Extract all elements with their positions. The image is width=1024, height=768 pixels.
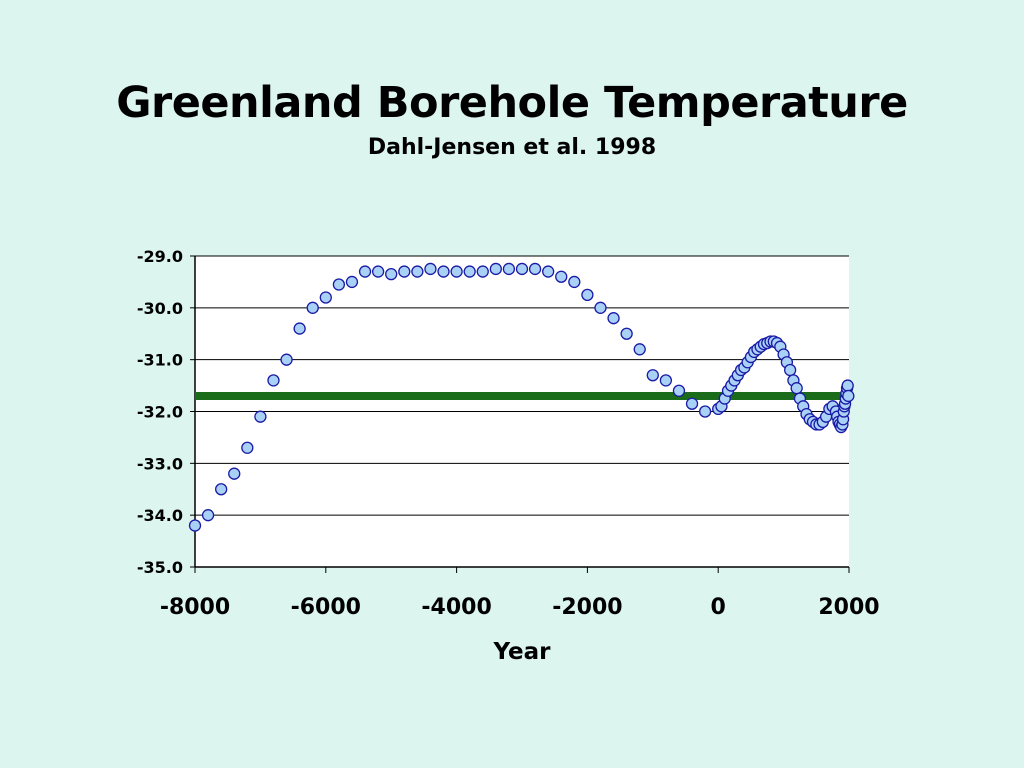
data-point xyxy=(489,262,502,276)
y-tick-label: -35.0 xyxy=(137,558,183,577)
data-point xyxy=(646,369,659,382)
data-point xyxy=(528,262,542,276)
x-tick-label: -2000 xyxy=(552,595,622,620)
grid-lines xyxy=(195,255,849,568)
data-point xyxy=(293,322,306,335)
data-point xyxy=(842,389,855,403)
data-point xyxy=(241,441,254,454)
data-point xyxy=(358,265,372,278)
data-point xyxy=(502,262,516,276)
data-point xyxy=(424,262,437,276)
data-point xyxy=(332,278,346,291)
data-point xyxy=(215,483,228,496)
slide-title: Greenland Borehole Temperature xyxy=(116,78,908,128)
data-point xyxy=(633,343,646,356)
data-points xyxy=(188,262,855,532)
x-tick-label: 0 xyxy=(711,595,726,620)
y-tick-label: -33.0 xyxy=(137,454,183,473)
data-point xyxy=(659,374,673,387)
data-point xyxy=(319,291,332,304)
data-point xyxy=(620,327,633,340)
x-tick-label: -6000 xyxy=(291,595,361,620)
data-point xyxy=(568,275,581,289)
y-tick-label: -30.0 xyxy=(137,299,183,318)
data-point xyxy=(790,382,803,395)
data-point xyxy=(698,405,712,418)
data-point xyxy=(841,379,854,392)
y-tick-label: -32.0 xyxy=(137,403,183,422)
data-point xyxy=(201,509,215,522)
data-point xyxy=(685,397,699,410)
data-point xyxy=(254,410,267,423)
data-point xyxy=(411,265,424,278)
data-point xyxy=(555,270,568,283)
y-tick-label: -31.0 xyxy=(137,351,183,370)
y-tick-label: -34.0 xyxy=(137,506,183,525)
data-point xyxy=(672,384,686,397)
data-point xyxy=(607,312,620,325)
data-point xyxy=(385,267,398,281)
data-point xyxy=(594,301,607,314)
data-point xyxy=(463,265,476,278)
data-point xyxy=(188,519,202,532)
data-point xyxy=(581,288,594,302)
data-point xyxy=(450,265,463,278)
y-tick-label: -29.0 xyxy=(137,247,183,266)
data-point xyxy=(542,265,555,278)
x-axis-title: Year xyxy=(492,639,551,665)
data-point xyxy=(476,265,489,278)
data-point xyxy=(267,374,280,387)
x-tick-label: -8000 xyxy=(160,595,230,620)
data-point xyxy=(783,363,797,377)
data-point xyxy=(437,265,450,278)
y-axis-ticks: -29.0 -30.0 -31.0 -32.0 -33.0 -34.0 -35.0 xyxy=(137,247,195,577)
x-tick-label: 2000 xyxy=(818,595,879,620)
data-point xyxy=(371,265,385,278)
x-tick-label: -4000 xyxy=(421,595,491,620)
data-point xyxy=(515,262,529,276)
x-axis-ticks: -8000 -6000 -4000 -2000 0 2000 xyxy=(160,567,880,620)
data-point xyxy=(228,467,241,480)
slide-subtitle: Dahl-Jensen et al. 1998 xyxy=(367,135,657,160)
data-point xyxy=(280,353,293,366)
data-point xyxy=(398,265,411,278)
data-point xyxy=(306,301,319,314)
data-point xyxy=(345,275,359,289)
